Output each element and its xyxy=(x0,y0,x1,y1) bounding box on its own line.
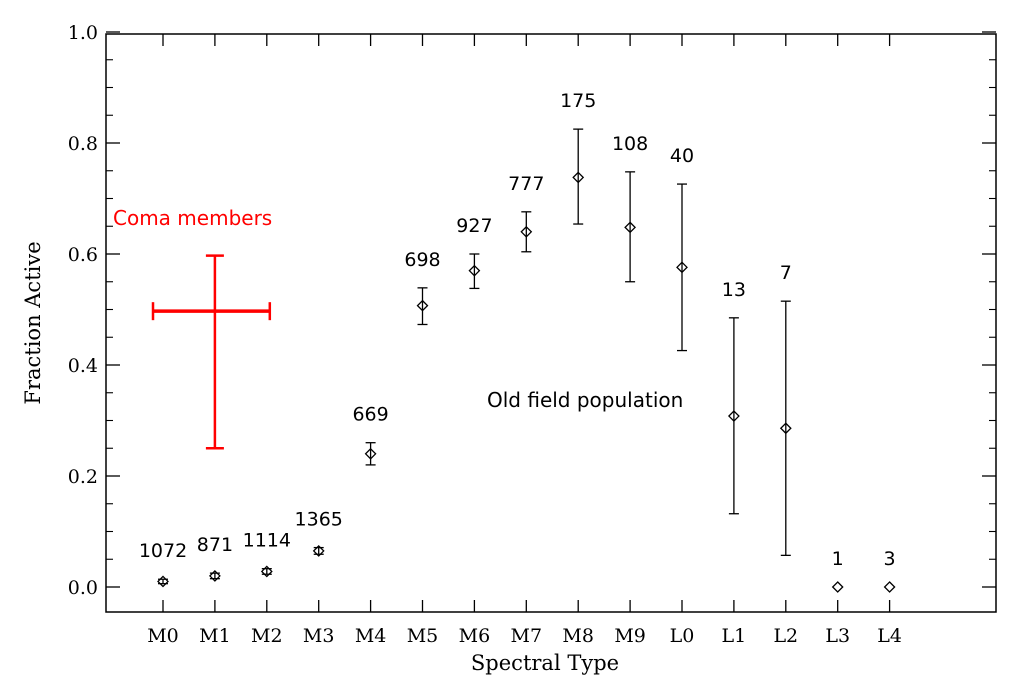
count-label-m3: 1365 xyxy=(295,509,343,531)
data-point-l3 xyxy=(831,581,844,593)
data-point-m8 xyxy=(572,171,585,184)
x-tick-label-m7: M7 xyxy=(511,625,543,647)
y-tick-label: 0.4 xyxy=(68,355,98,377)
x-tick-label-m9: M9 xyxy=(614,625,646,647)
field-error-bars xyxy=(158,128,791,585)
axis-ticks xyxy=(106,31,996,612)
coma-members-cross xyxy=(151,254,272,450)
y-tick-label: 0.0 xyxy=(68,577,98,599)
count-label-l0: 40 xyxy=(670,145,694,167)
count-label-m8: 175 xyxy=(560,90,596,112)
field-data-points xyxy=(157,171,896,593)
count-label-m6: 927 xyxy=(456,215,492,237)
count-label-m9: 108 xyxy=(612,133,648,155)
x-tick-label-m0: M0 xyxy=(147,625,179,647)
x-tick-label-m4: M4 xyxy=(355,625,387,647)
coma-members-label: Coma members xyxy=(113,206,272,230)
count-label-m1: 871 xyxy=(197,534,233,556)
data-point-l4 xyxy=(883,581,896,593)
data-point-m7 xyxy=(520,225,533,238)
y-tick-label: 0.8 xyxy=(68,133,98,155)
x-tick-label-m3: M3 xyxy=(303,625,335,647)
data-point-l0 xyxy=(676,261,688,274)
count-label-m5: 698 xyxy=(404,249,440,271)
x-tick-label-l4: L4 xyxy=(877,625,902,647)
data-point-l2 xyxy=(779,422,792,435)
data-point-m2 xyxy=(260,565,273,578)
count-label-m4: 669 xyxy=(352,404,388,426)
x-tick-label-m1: M1 xyxy=(199,625,231,647)
x-tick-label-m8: M8 xyxy=(562,625,594,647)
y-tick-label: 0.2 xyxy=(68,466,98,488)
x-tick-label-l1: L1 xyxy=(722,625,747,647)
x-tick-label-l0: L0 xyxy=(670,625,695,647)
data-point-m1 xyxy=(208,569,221,582)
count-label-l4: 3 xyxy=(884,548,896,570)
y-tick-label: 0.6 xyxy=(68,244,98,266)
count-label-l3: 1 xyxy=(832,548,844,570)
plot-frame xyxy=(105,33,997,613)
data-point-l1 xyxy=(727,410,740,422)
data-point-m3 xyxy=(312,545,325,557)
data-point-m9 xyxy=(624,221,637,234)
count-label-l1: 13 xyxy=(722,279,746,301)
data-point-m6 xyxy=(468,264,481,277)
x-tick-label-l3: L3 xyxy=(825,625,850,647)
x-axis-title: Spectral Type xyxy=(471,651,619,675)
old-field-population-label: Old field population xyxy=(487,388,683,412)
y-tick-label: 1.0 xyxy=(68,22,98,44)
x-tick-label-m2: M2 xyxy=(251,625,283,647)
count-label-m7: 777 xyxy=(508,173,544,195)
tick-labels: 0.0 0.2 0.4 0.6 0.8 1.0 M0 M1 M2 M3 M4 M5 M6 M7 M8 M9 L0… xyxy=(68,22,902,647)
data-point-m5 xyxy=(416,299,429,312)
count-label-m0: 1072 xyxy=(139,540,187,562)
count-label-m2: 1114 xyxy=(243,530,291,552)
data-point-m0 xyxy=(157,575,169,588)
x-tick-label-m6: M6 xyxy=(459,625,491,647)
count-label-l2: 7 xyxy=(780,262,792,284)
x-tick-label-m5: M5 xyxy=(407,625,439,647)
y-axis-title: Fraction Active xyxy=(21,241,45,404)
x-tick-label-l2: L2 xyxy=(773,625,798,647)
data-point-m4 xyxy=(364,447,377,460)
